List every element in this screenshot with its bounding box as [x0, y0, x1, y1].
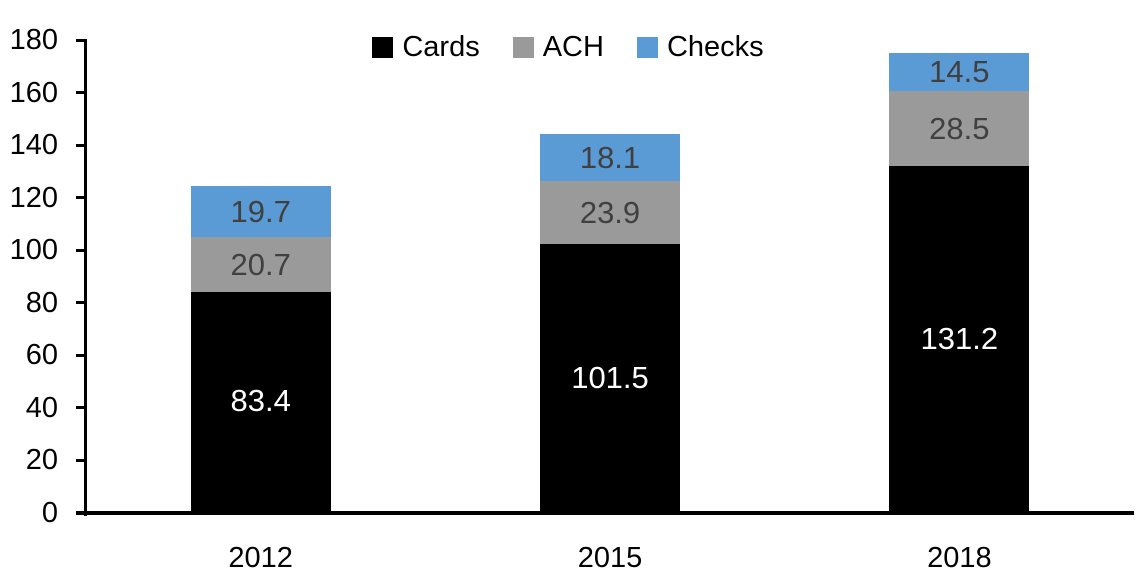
y-axis-tick — [76, 91, 87, 95]
y-tick-label-20: 20 — [25, 444, 58, 477]
y-axis-line — [84, 40, 87, 516]
segment-value-label: 18.1 — [579, 139, 641, 175]
y-tick-label-160: 160 — [9, 76, 58, 109]
segment-checks-2012: 19.7 — [190, 185, 331, 238]
legend-label: Cards — [402, 31, 480, 63]
segment-checks-2018: 14.5 — [889, 53, 1030, 92]
x-tick-label-2012: 2012 — [228, 542, 293, 574]
legend-swatch-ach — [512, 37, 534, 58]
segment-ach-2018: 28.5 — [889, 91, 1030, 167]
y-tick-label-180: 180 — [9, 24, 58, 56]
legend-swatch-cards — [372, 37, 394, 58]
legend-label: ACH — [542, 31, 604, 63]
legend-item-ach: ACH — [512, 31, 604, 64]
y-axis-tick — [76, 353, 87, 357]
segment-value-label: 131.2 — [920, 320, 999, 356]
x-tick-label-2015: 2015 — [577, 542, 643, 574]
segment-ach-2015: 23.9 — [540, 181, 680, 245]
y-axis-tick — [76, 143, 87, 147]
legend-item-checks: Checks — [636, 31, 764, 64]
segment-cards-2018: 131.2 — [889, 166, 1030, 511]
legend-label: Checks — [666, 31, 764, 63]
segment-cards-2012: 83.4 — [190, 291, 331, 511]
segment-checks-2015: 18.1 — [540, 133, 680, 182]
y-tick-label-140: 140 — [9, 129, 58, 162]
x-tick-label-2018: 2018 — [927, 542, 992, 574]
y-axis-tick — [76, 196, 87, 200]
segment-value-label: 23.9 — [579, 194, 641, 230]
segment-value-label: 101.5 — [571, 359, 649, 395]
y-tick-label-120: 120 — [9, 181, 58, 214]
y-axis-tick — [76, 458, 87, 462]
y-axis-tick — [76, 301, 87, 305]
segment-ach-2012: 20.7 — [190, 237, 331, 292]
segment-value-label: 28.5 — [929, 110, 990, 146]
y-tick-label-0: 0 — [41, 497, 58, 529]
legend-swatch-checks — [636, 37, 658, 58]
chart-legend: Cards ACH Checks — [0, 31, 1136, 64]
y-axis-tick — [76, 38, 87, 42]
y-tick-label-80: 80 — [25, 286, 58, 319]
y-axis-tick — [76, 248, 87, 252]
y-tick-label-100: 100 — [9, 234, 58, 267]
segment-value-label: 83.4 — [230, 383, 291, 419]
y-tick-label-40: 40 — [25, 391, 58, 424]
segment-value-label: 20.7 — [230, 246, 291, 282]
y-tick-label-60: 60 — [25, 339, 58, 372]
segment-value-label: 19.7 — [230, 193, 291, 229]
y-axis-tick — [76, 511, 87, 515]
segment-cards-2015: 101.5 — [540, 244, 680, 511]
y-axis-tick — [76, 406, 87, 410]
legend-item-cards: Cards — [372, 31, 480, 64]
segment-value-label: 14.5 — [929, 54, 990, 90]
x-axis-line — [76, 511, 1134, 515]
